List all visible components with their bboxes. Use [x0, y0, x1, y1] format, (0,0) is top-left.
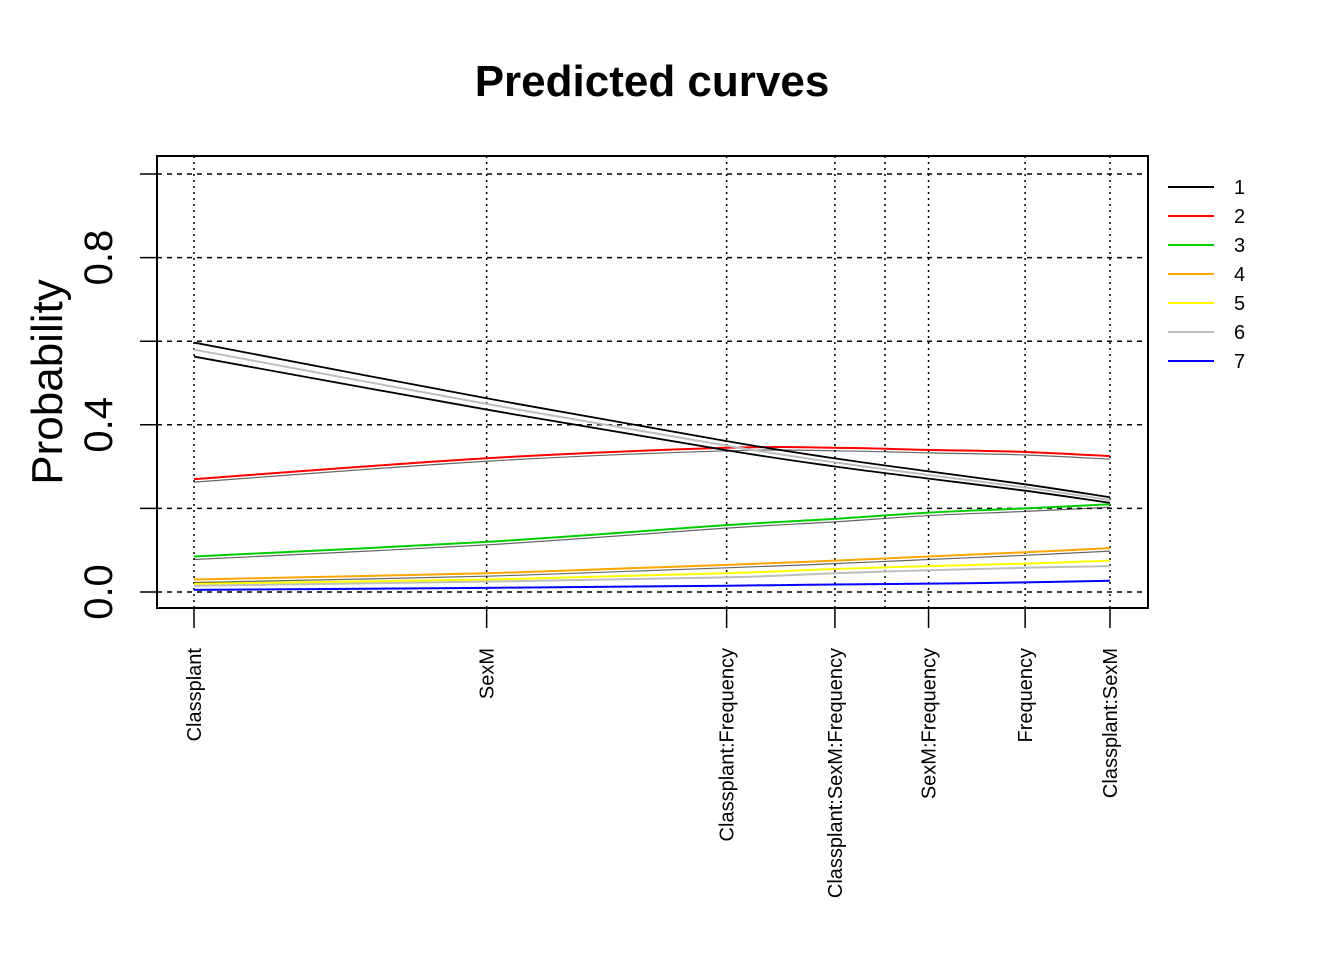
series-6-line [193, 565, 1111, 587]
series-3-band-line [193, 506, 1111, 561]
y-axis-label: Probability [23, 279, 72, 484]
legend-label: 2 [1234, 206, 1245, 228]
x-axis: Classplant SexM Classplant:Frequency Classp… [184, 608, 1122, 898]
x-tick-label: Frequency [1015, 648, 1037, 743]
legend-label: 6 [1234, 322, 1245, 344]
grid [157, 156, 1148, 608]
y-tick-label: 0.0 [77, 564, 121, 620]
legend-label: 1 [1234, 177, 1245, 199]
x-tick-label: SexM:Frequency [919, 648, 941, 799]
series-4-band-line [193, 550, 1111, 584]
legend-label: 5 [1234, 293, 1245, 315]
legend: 1 2 3 4 5 6 7 [1168, 177, 1245, 373]
legend-label: 7 [1234, 351, 1245, 373]
y-tick-label: 0.4 [77, 397, 121, 453]
series-3-line [193, 503, 1111, 558]
chart-title: Predicted curves [475, 57, 830, 106]
series-5-line [193, 559, 1111, 585]
y-axis: 0.0 0.4 0.8 [77, 173, 157, 620]
x-tick-label: Classplant [184, 648, 206, 742]
series-1-band-line [193, 341, 1111, 499]
series-lines [193, 341, 1111, 591]
y-tick-label: 0.8 [77, 230, 121, 286]
x-tick-label: Classplant:Frequency [717, 648, 739, 841]
legend-label: 3 [1234, 235, 1245, 257]
series-1-center-line [193, 348, 1111, 502]
x-tick-label: Classplant:SexM [1100, 648, 1122, 798]
x-tick-label: Classplant:SexM:Frequency [825, 648, 847, 898]
series-1-band-line [193, 355, 1111, 504]
series-7-line [193, 579, 1111, 591]
legend-label: 4 [1234, 264, 1245, 286]
plot-frame [156, 155, 1149, 609]
x-tick-label: SexM [477, 648, 499, 699]
series-2-line [193, 445, 1111, 481]
series-4-line [193, 547, 1111, 581]
